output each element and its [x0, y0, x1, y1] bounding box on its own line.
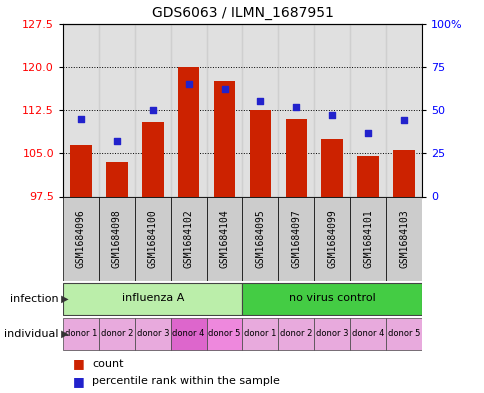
- Bar: [135, 196, 170, 281]
- Bar: [349, 24, 385, 196]
- Bar: [170, 318, 206, 350]
- Bar: [314, 196, 349, 281]
- Bar: [349, 318, 385, 350]
- Point: [113, 138, 121, 144]
- Bar: [385, 24, 421, 196]
- Bar: [314, 24, 349, 196]
- Bar: [63, 283, 242, 314]
- Bar: [278, 196, 314, 281]
- Bar: [213, 81, 235, 196]
- Text: GSM1684104: GSM1684104: [219, 209, 229, 268]
- Point: [149, 107, 156, 113]
- Text: donor 1: donor 1: [65, 329, 97, 338]
- Text: donor 1: donor 1: [244, 329, 276, 338]
- Bar: [321, 139, 342, 196]
- Point: [77, 116, 85, 122]
- Title: GDS6063 / ILMN_1687951: GDS6063 / ILMN_1687951: [151, 6, 333, 20]
- Bar: [242, 24, 278, 196]
- Bar: [99, 196, 135, 281]
- Bar: [349, 196, 385, 281]
- Bar: [99, 24, 135, 196]
- Bar: [70, 145, 91, 196]
- Text: percentile rank within the sample: percentile rank within the sample: [92, 376, 279, 386]
- Text: donor 5: donor 5: [208, 329, 240, 338]
- Text: GSM1684100: GSM1684100: [148, 209, 157, 268]
- Text: donor 4: donor 4: [172, 329, 204, 338]
- Point: [363, 129, 371, 136]
- Bar: [63, 24, 99, 196]
- Point: [292, 103, 300, 110]
- Text: ▶: ▶: [58, 294, 69, 304]
- Bar: [63, 196, 99, 281]
- Text: infection: infection: [10, 294, 58, 304]
- Bar: [206, 24, 242, 196]
- Bar: [170, 196, 206, 281]
- Text: count: count: [92, 358, 123, 369]
- Bar: [314, 318, 349, 350]
- Bar: [106, 162, 127, 196]
- Text: GSM1684098: GSM1684098: [112, 209, 121, 268]
- Text: GSM1684096: GSM1684096: [76, 209, 86, 268]
- Bar: [242, 283, 421, 314]
- Bar: [178, 67, 199, 196]
- Bar: [357, 156, 378, 196]
- Text: GSM1684102: GSM1684102: [183, 209, 193, 268]
- Bar: [206, 196, 242, 281]
- Point: [256, 98, 264, 105]
- Text: ■: ■: [73, 375, 84, 388]
- Bar: [393, 151, 414, 196]
- Text: GSM1684101: GSM1684101: [363, 209, 372, 268]
- Bar: [385, 318, 421, 350]
- Text: ▶: ▶: [58, 329, 69, 339]
- Text: donor 2: donor 2: [101, 329, 133, 338]
- Text: GSM1684099: GSM1684099: [327, 209, 336, 268]
- Text: donor 2: donor 2: [280, 329, 312, 338]
- Text: donor 3: donor 3: [315, 329, 348, 338]
- Text: donor 3: donor 3: [136, 329, 169, 338]
- Bar: [142, 121, 163, 196]
- Text: no virus control: no virus control: [288, 293, 375, 303]
- Bar: [206, 318, 242, 350]
- Text: donor 5: donor 5: [387, 329, 419, 338]
- Bar: [170, 24, 206, 196]
- Bar: [249, 110, 271, 196]
- Bar: [242, 318, 278, 350]
- Text: GSM1684103: GSM1684103: [398, 209, 408, 268]
- Bar: [242, 196, 278, 281]
- Text: GSM1684095: GSM1684095: [255, 209, 265, 268]
- Bar: [135, 24, 170, 196]
- Bar: [285, 119, 306, 196]
- Bar: [63, 318, 99, 350]
- Text: GSM1684097: GSM1684097: [291, 209, 301, 268]
- Point: [220, 86, 228, 92]
- Bar: [278, 318, 314, 350]
- Text: influenza A: influenza A: [121, 293, 183, 303]
- Point: [184, 81, 192, 87]
- Text: individual: individual: [4, 329, 58, 339]
- Point: [399, 117, 407, 123]
- Bar: [99, 318, 135, 350]
- Text: donor 4: donor 4: [351, 329, 383, 338]
- Text: ■: ■: [73, 357, 84, 370]
- Point: [328, 112, 335, 118]
- Bar: [278, 24, 314, 196]
- Bar: [385, 196, 421, 281]
- Bar: [135, 318, 170, 350]
